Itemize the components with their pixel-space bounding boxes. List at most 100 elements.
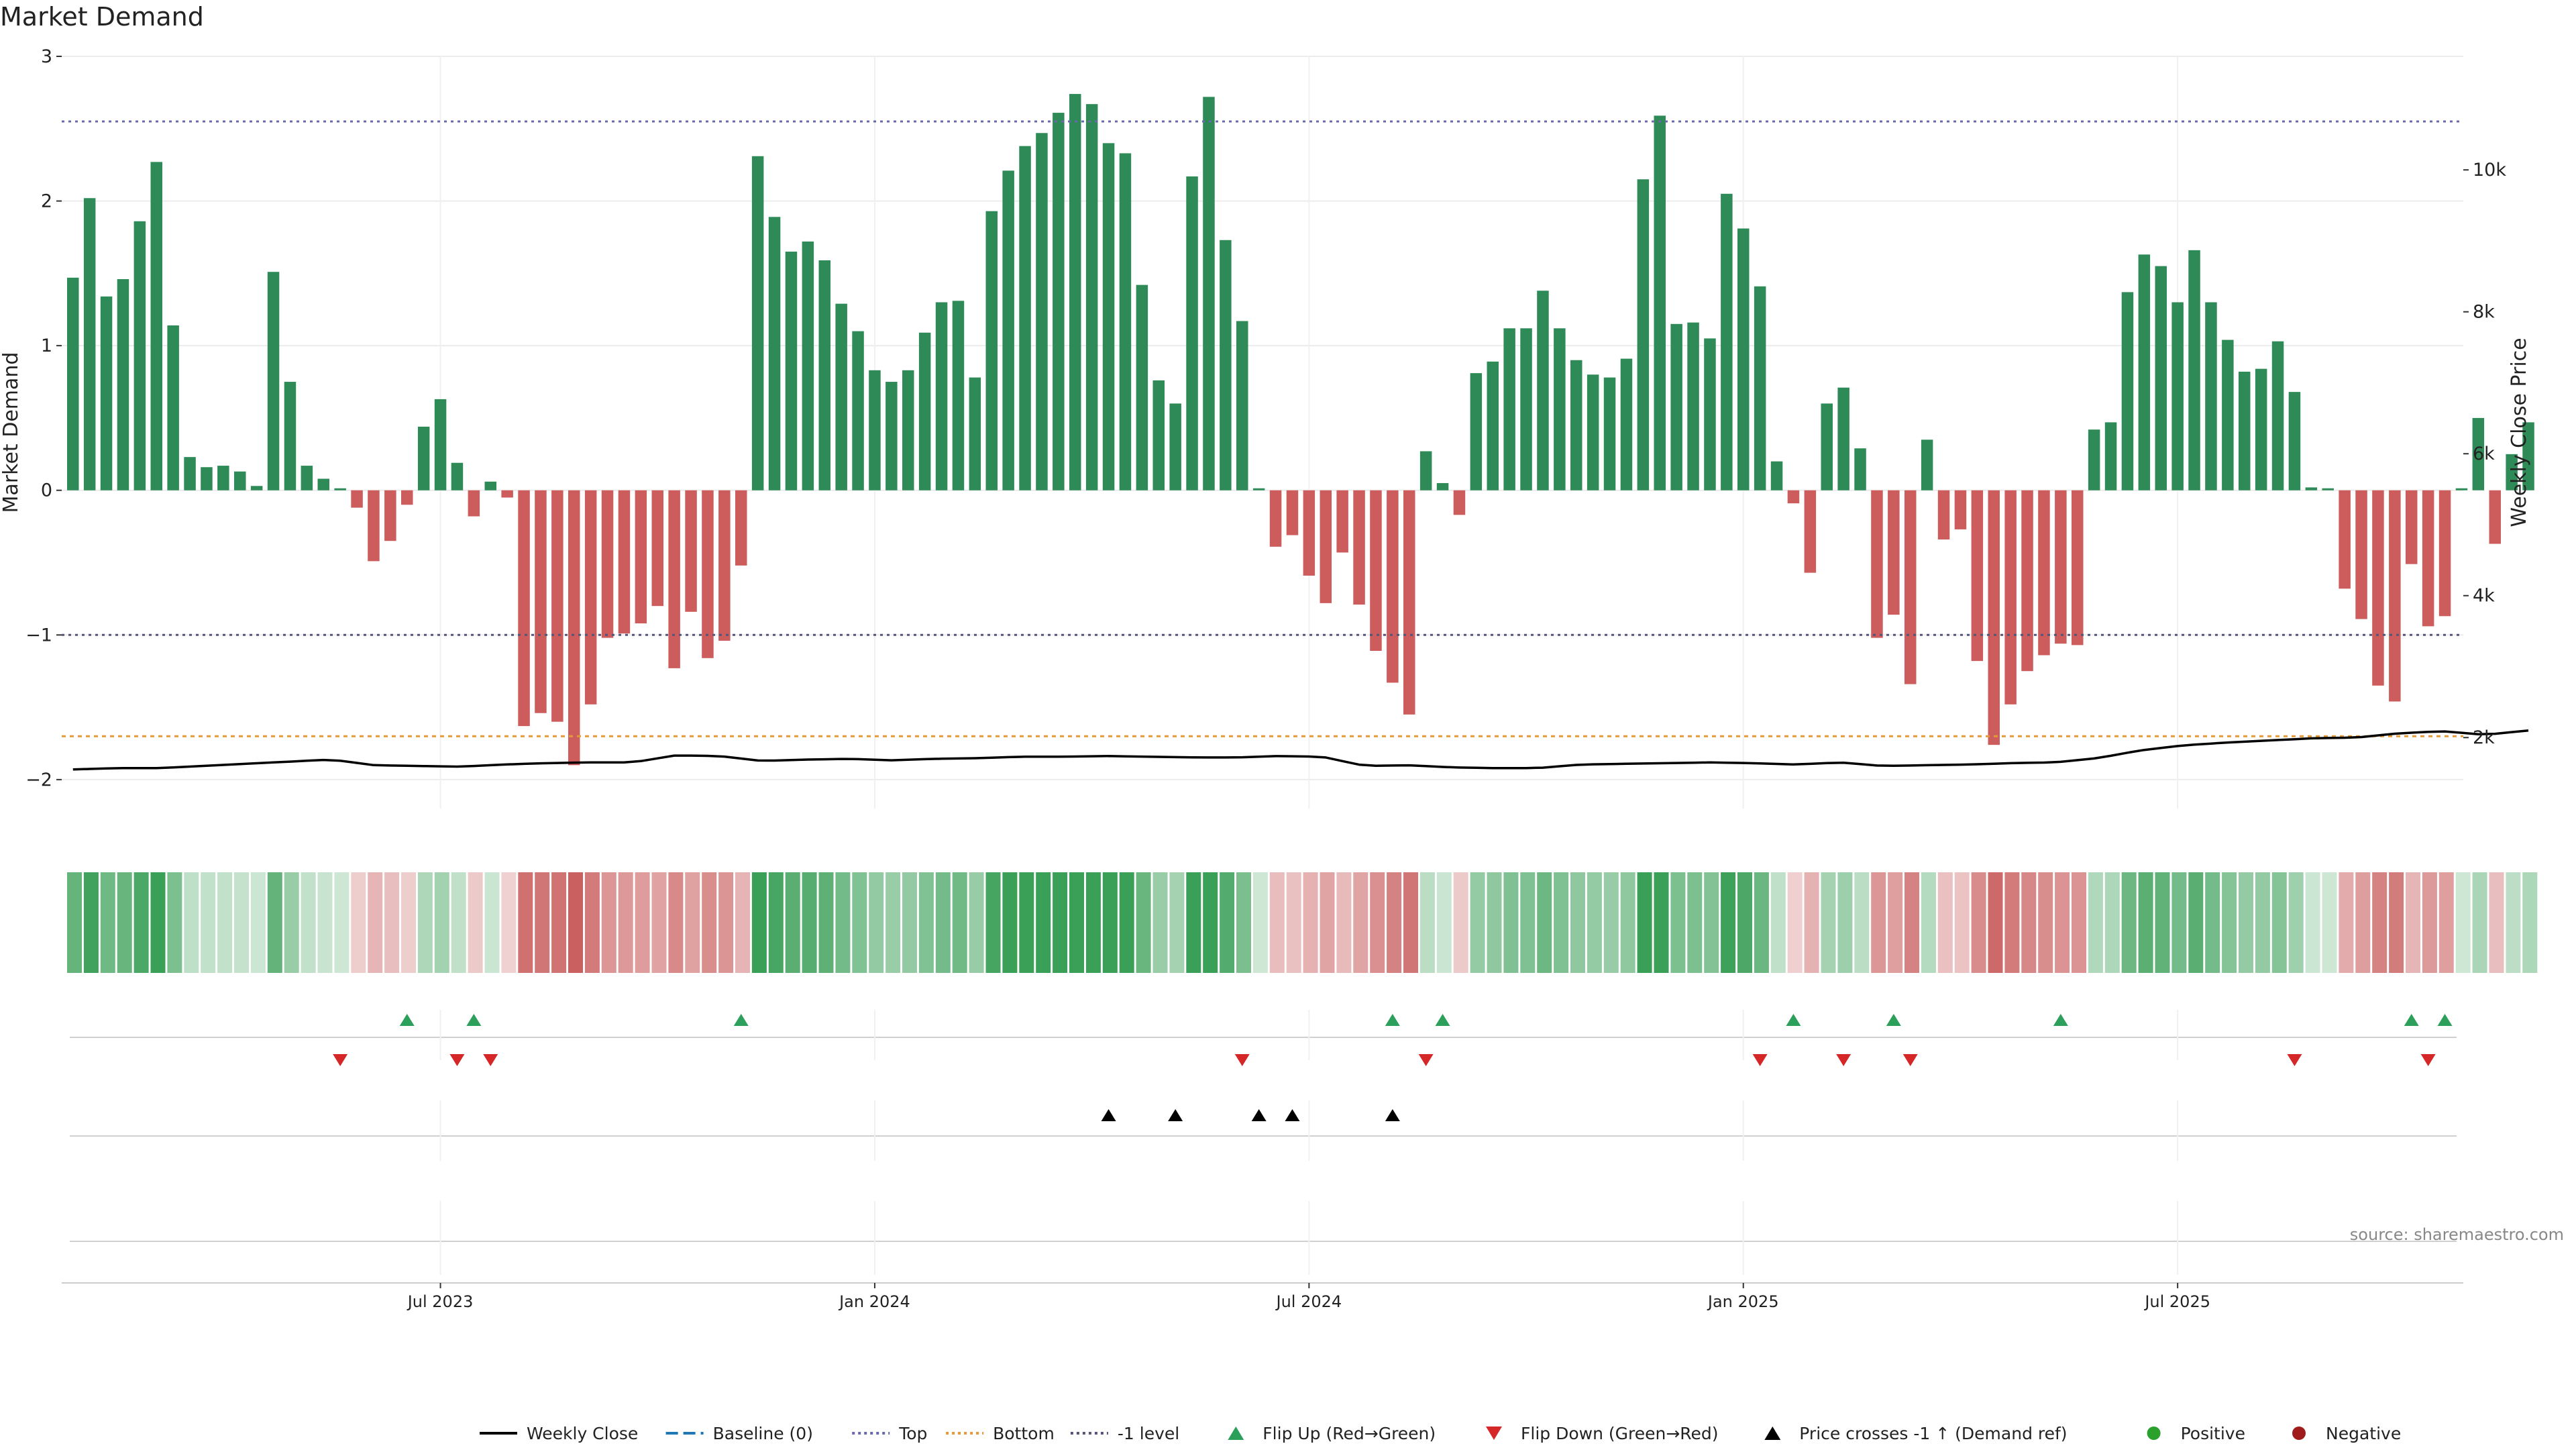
demand-bar bbox=[1019, 146, 1031, 490]
demand-bar bbox=[1487, 361, 1499, 490]
demand-bar bbox=[518, 490, 530, 727]
heat-cell bbox=[1787, 872, 1803, 973]
demand-bar bbox=[2038, 490, 2050, 656]
demand-bar bbox=[1136, 284, 1148, 490]
heat-cell bbox=[2522, 872, 2538, 973]
demand-heat-band bbox=[67, 872, 2538, 973]
heat-cell bbox=[1687, 872, 1703, 973]
heat-cell bbox=[2088, 872, 2103, 973]
demand-bar bbox=[702, 490, 714, 658]
demand-bar bbox=[584, 490, 597, 705]
demand-bar bbox=[1754, 286, 1766, 490]
demand-bar bbox=[1403, 490, 1415, 715]
demand-bar bbox=[2489, 490, 2501, 544]
legend-label: Price crosses -1 ↑ (Demand ref) bbox=[1799, 1424, 2067, 1443]
demand-bar bbox=[1036, 133, 1048, 490]
demand-bar bbox=[2138, 254, 2151, 490]
demand-bar bbox=[2222, 340, 2234, 490]
flip-up-marker bbox=[1385, 1014, 1400, 1026]
demand-bar bbox=[1670, 323, 1682, 490]
flip-down-marker bbox=[1234, 1054, 1250, 1066]
flip-up-marker bbox=[1786, 1014, 1801, 1026]
demand-bar bbox=[1537, 291, 1549, 490]
demand-bar bbox=[735, 490, 747, 566]
demand-bar bbox=[751, 156, 764, 490]
heat-cell bbox=[1804, 872, 1819, 973]
demand-bar bbox=[1370, 490, 1382, 652]
heat-cell bbox=[2322, 872, 2337, 973]
heat-cell bbox=[535, 872, 550, 973]
heat-cell bbox=[2021, 872, 2037, 973]
demand-bar bbox=[918, 332, 931, 490]
demand-bar bbox=[852, 331, 864, 490]
heat-cell bbox=[2171, 872, 2187, 973]
heat-cell bbox=[1220, 872, 1235, 973]
heat-cell bbox=[1119, 872, 1134, 973]
demand-bar bbox=[2088, 429, 2100, 490]
demand-bar bbox=[2522, 422, 2534, 490]
heat-cell bbox=[2188, 872, 2204, 973]
heat-cell bbox=[1587, 872, 1602, 973]
heat-cell bbox=[584, 872, 600, 973]
demand-bar bbox=[284, 382, 297, 490]
heat-cell bbox=[751, 872, 767, 973]
heat-cell bbox=[1036, 872, 1051, 973]
heat-cell bbox=[1085, 872, 1101, 973]
y-tick-label: 1 bbox=[41, 335, 52, 356]
heat-cell bbox=[969, 872, 984, 973]
heat-cell bbox=[551, 872, 567, 973]
demand-bar bbox=[2389, 490, 2401, 702]
heat-cell bbox=[2138, 872, 2153, 973]
heat-cell bbox=[1620, 872, 1635, 973]
heat-cell bbox=[2055, 872, 2070, 973]
heat-cell bbox=[133, 872, 149, 973]
demand-bar bbox=[368, 490, 380, 562]
demand-bar bbox=[334, 488, 346, 490]
heat-cell bbox=[2222, 872, 2237, 973]
demand-bar bbox=[802, 241, 814, 490]
flip-down-marker bbox=[483, 1054, 498, 1066]
heat-cell bbox=[1370, 872, 1385, 973]
demand-bar bbox=[1286, 490, 1299, 535]
demand-bar bbox=[869, 370, 881, 490]
demand-bar bbox=[635, 490, 647, 624]
heat-cell bbox=[1203, 872, 1218, 973]
heat-cell bbox=[1152, 872, 1168, 973]
demand-bar bbox=[2155, 266, 2167, 490]
empty-panel bbox=[70, 1201, 2457, 1275]
demand-bar bbox=[1220, 240, 1232, 490]
demand-bar bbox=[83, 198, 96, 490]
heat-cell bbox=[2121, 872, 2137, 973]
heat-cell bbox=[1854, 872, 1870, 973]
demand-bar bbox=[133, 221, 146, 490]
x-tick-label: Jan 2024 bbox=[838, 1292, 910, 1311]
demand-bar bbox=[2104, 422, 2117, 490]
demand-bar bbox=[1554, 328, 1566, 490]
heat-cell bbox=[167, 872, 182, 973]
demand-bar bbox=[1119, 153, 1132, 490]
demand-bar bbox=[451, 462, 464, 490]
demand-bar bbox=[1436, 482, 1449, 490]
demand-bar bbox=[468, 490, 480, 517]
demand-bar bbox=[618, 490, 631, 634]
heat-cell bbox=[902, 872, 917, 973]
demand-bar bbox=[768, 217, 781, 490]
demand-bar bbox=[985, 211, 998, 490]
demand-bar bbox=[601, 490, 614, 638]
heat-cell bbox=[2455, 872, 2471, 973]
heat-cell bbox=[1770, 872, 1786, 973]
heat-cell bbox=[1704, 872, 1719, 973]
demand-bar bbox=[2004, 490, 2017, 705]
demand-bar bbox=[1787, 490, 1800, 504]
heat-cell bbox=[1737, 872, 1752, 973]
heat-cell bbox=[217, 872, 233, 973]
price-cross-marker bbox=[1168, 1109, 1183, 1121]
demand-bar bbox=[902, 370, 914, 490]
heat-cell bbox=[67, 872, 82, 973]
heat-cell bbox=[384, 872, 400, 973]
demand-bar bbox=[1587, 374, 1599, 490]
demand-bar bbox=[2455, 488, 2468, 490]
demand-bar bbox=[1904, 490, 1917, 684]
demand-bar bbox=[1353, 490, 1365, 605]
demand-bar bbox=[2322, 488, 2334, 490]
